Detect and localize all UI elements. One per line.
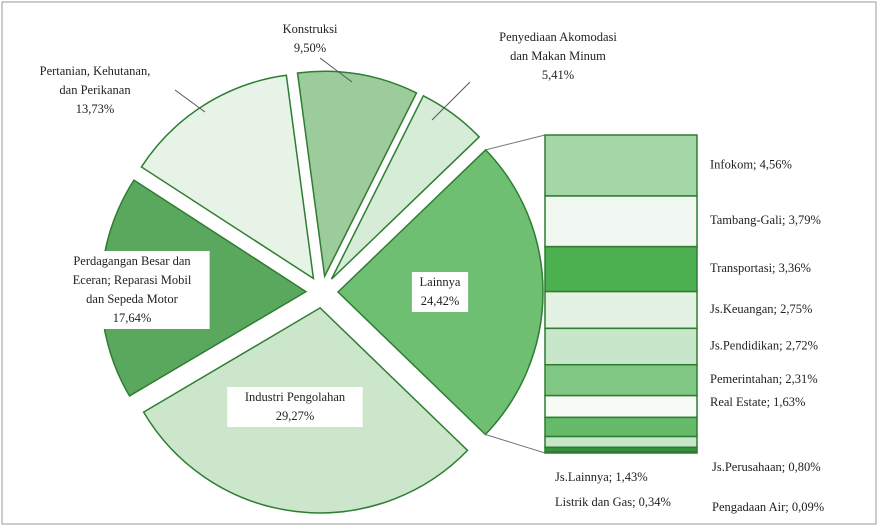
label-box [54, 251, 210, 329]
bar-label: Js.Lainnya; 1,43% [555, 470, 648, 484]
slice-label: Pertanian, Kehutanan, [40, 64, 151, 78]
slice-value-label: 17,64% [113, 311, 152, 325]
pie-slice [140, 74, 315, 280]
bar-segment [544, 363, 698, 397]
slice-label: dan Makan Minum [510, 49, 606, 63]
leader-line [174, 89, 206, 113]
label-box [227, 387, 363, 427]
slice-value-label: 5,41% [542, 68, 574, 82]
leader-line [431, 81, 471, 121]
bar-segment [544, 416, 698, 438]
bar-label: Tambang-Gali; 3,79% [710, 213, 821, 227]
connector [485, 134, 546, 151]
bar-label: Real Estate; 1,63% [710, 395, 805, 409]
bar-segment [544, 290, 698, 330]
slice-value-label: 29,27% [276, 409, 315, 423]
connector [485, 434, 546, 454]
slice-label: Perdagangan Besar dan [73, 254, 191, 268]
bar-segment [544, 327, 698, 366]
slice-label: dan Perikanan [59, 83, 131, 97]
bar-segment [544, 134, 698, 197]
leader-line [319, 57, 353, 83]
bar-segment [544, 435, 698, 448]
bar-segment [544, 195, 698, 248]
slice-value-label: 13,73% [76, 102, 115, 116]
slice-label: Industri Pengolahan [245, 390, 346, 404]
slice-value-label: 9,50% [294, 41, 326, 55]
pie-slice [330, 94, 481, 280]
slice-label: Lainnya [420, 275, 461, 289]
bar-segment [544, 451, 698, 454]
pie-slice [296, 70, 418, 279]
slice-label: Eceran; Reparasi Mobil [73, 273, 192, 287]
bar-label: Pengadaan Air; 0,09% [712, 500, 824, 514]
bar-label: Js.Pendidikan; 2,72% [710, 338, 818, 352]
label-box [411, 272, 469, 312]
bar-label: Js.Perusahaan; 0,80% [712, 460, 821, 474]
slice-label: Konstruksi [283, 22, 338, 36]
slice-label: dan Sepeda Motor [86, 292, 178, 306]
bar-segment [544, 245, 698, 293]
slice-label: Penyediaan Akomodasi [499, 30, 617, 44]
bar-segment [544, 394, 698, 419]
bar-label: Infokom; 4,56% [710, 157, 792, 171]
bar-label: Transportasi; 3,36% [710, 261, 811, 275]
bar-label: Js.Keuangan; 2,75% [710, 302, 812, 316]
bar-label: Listrik dan Gas; 0,34% [555, 495, 671, 509]
bar-label: Pemerintahan; 2,31% [710, 372, 818, 386]
slice-value-label: 24,42% [421, 294, 460, 308]
